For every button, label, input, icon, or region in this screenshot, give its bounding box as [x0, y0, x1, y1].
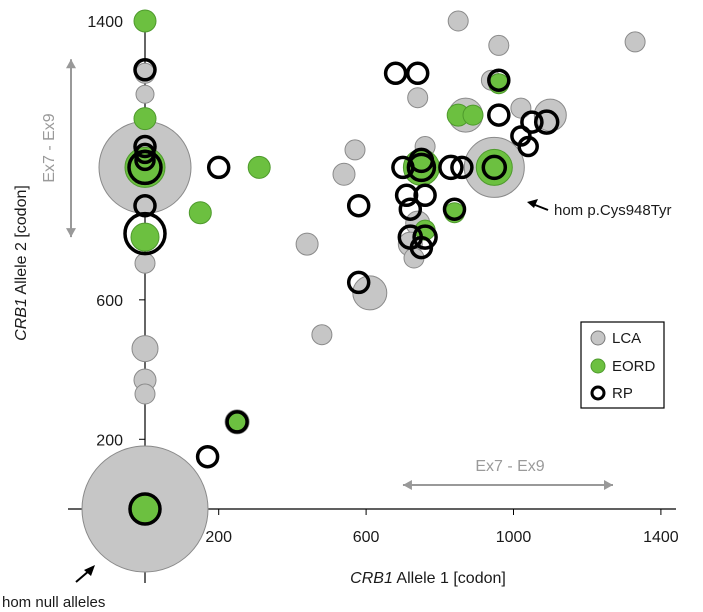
range-y-arrowhead-bottom [66, 228, 76, 238]
bubble-rp [405, 61, 430, 86]
annotation-text-cys948tyr: hom p.Cys948Tyr [554, 202, 672, 219]
x-tick-label: 200 [205, 529, 232, 546]
legend-marker-lca [590, 330, 606, 346]
range-x-arrowhead-right [603, 480, 613, 490]
bubble-lca [332, 162, 356, 186]
bubble-rp [533, 109, 560, 135]
bubble-rp [520, 110, 544, 134]
bubble-rp [133, 134, 157, 159]
x-tick-label: 1000 [496, 529, 532, 546]
x-axis-title-gene: CRB1 [350, 570, 393, 587]
bubble-lca [311, 324, 333, 346]
annotation-null-alleles: hom null alleles [2, 565, 105, 611]
bubble-rp [412, 224, 438, 250]
bubble-lca [488, 34, 510, 56]
bubble-lca [134, 383, 156, 405]
series-rp [123, 58, 560, 526]
bubble-rp [206, 155, 231, 180]
bubble-lca [295, 232, 319, 256]
annotation-text-null-alleles: hom null alleles [2, 594, 105, 611]
bubble-lca [352, 275, 388, 311]
bubble-rp [398, 197, 423, 221]
x-axis-title-rest: Allele 1 [codon] [393, 570, 506, 587]
range-x-label: Ex7 - Ex9 [475, 458, 544, 475]
bubble-rp [128, 492, 162, 526]
bubble-rp [413, 183, 437, 208]
range-y-label: Ex7 - Ex9 [41, 113, 58, 182]
bubble-rp [487, 68, 511, 92]
bubble-eord [130, 222, 160, 252]
bubble-eord [133, 107, 157, 131]
y-axis-title-rest: Allele 2 [codon] [13, 185, 30, 298]
bubble-eord [133, 9, 157, 33]
range-y-arrowhead-top [66, 59, 76, 69]
bubble-rp [487, 103, 511, 127]
bubble-rp [123, 211, 167, 256]
axes: 200 600 1000 1400 200 600 1400 [68, 10, 679, 583]
bubble-rp [134, 149, 156, 172]
y-axis-title-gene: CRB1 [13, 298, 30, 341]
bubble-rp [409, 235, 434, 260]
legend-label-rp: RP [612, 385, 633, 402]
bubble-eord [124, 146, 166, 188]
legend-marker-rp [590, 385, 606, 401]
y-tick-label: 200 [96, 432, 123, 449]
bubble-eord [247, 155, 271, 179]
bubble-rp [517, 135, 539, 158]
bubble-lca [135, 84, 155, 104]
bubble-eord [188, 201, 212, 225]
range-x-arrowhead-left [402, 480, 412, 490]
legend-marker-eord [590, 358, 606, 374]
bubble-points [81, 9, 646, 573]
bubble-rp [406, 152, 437, 183]
bubble-lca [624, 31, 646, 53]
bubble-rp [383, 61, 408, 86]
x-tick-label: 600 [353, 529, 380, 546]
bubble-rp [346, 193, 371, 218]
y-tick-label: 1400 [87, 14, 123, 31]
bubble-rp [133, 58, 157, 82]
bubble-lca [407, 87, 429, 109]
bubble-lca [510, 97, 532, 119]
y-axis-title: CRB1 Allele 2 [codon] [13, 185, 30, 341]
bubble-rp [408, 147, 435, 174]
annotation-arrowhead-null [84, 565, 95, 576]
x-tick-label: 1400 [643, 529, 679, 546]
legend-label-eord: EORD [612, 358, 656, 375]
annotation-cys948tyr: hom p.Cys948Tyr [527, 199, 672, 219]
y-tick-label: 600 [96, 293, 123, 310]
bubble-lca [447, 10, 469, 32]
legend-label-lca: LCA [612, 330, 641, 347]
bubble-rp [133, 193, 157, 218]
bubble-lca [344, 139, 366, 161]
bubble-rp [346, 270, 371, 295]
annotation-arrowhead [527, 199, 538, 208]
bubble-rp [450, 155, 474, 180]
legend: LCA EORD RP [580, 321, 665, 409]
bubble-lca [131, 335, 159, 363]
bubble-rp [134, 142, 156, 165]
bubble-rp [195, 444, 220, 469]
bubble-rp [438, 154, 464, 181]
bubble-eord [462, 104, 484, 126]
bubble-rp [225, 410, 249, 434]
series-eord [124, 9, 513, 525]
bubble-rp [442, 197, 467, 221]
bubble-rp [481, 154, 508, 181]
bubble-lca [134, 252, 156, 274]
range-indicators [66, 59, 613, 490]
x-axis-title: CRB1 Allele 1 [codon] [350, 570, 506, 587]
